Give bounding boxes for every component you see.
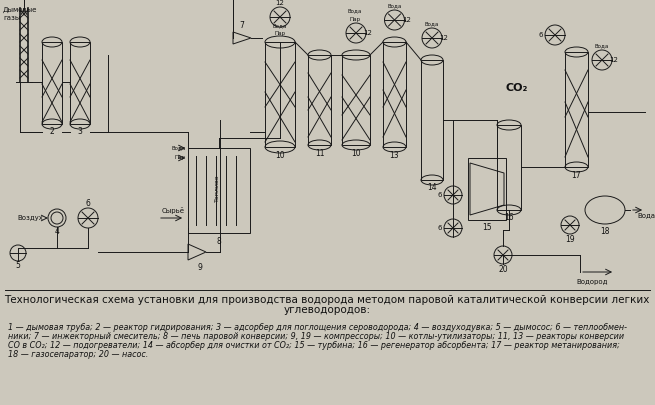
Text: 20: 20 xyxy=(498,264,508,273)
Text: углеводородов:: углеводородов: xyxy=(284,305,371,315)
Text: Вода: Вода xyxy=(273,23,287,28)
Text: Вода: Вода xyxy=(425,21,440,26)
Text: 1: 1 xyxy=(22,0,26,2)
Bar xyxy=(342,55,370,145)
Text: 11: 11 xyxy=(315,149,324,158)
Bar xyxy=(421,60,443,180)
Text: CO в CO₂; 12 — подогреватели; 14 — абсорбер для очистки от CO₂; 15 — турбина; 16: CO в CO₂; 12 — подогреватели; 14 — абсор… xyxy=(8,341,620,350)
Text: 4: 4 xyxy=(54,228,60,237)
Text: Топливо: Топливо xyxy=(214,174,219,202)
Text: CO₂: CO₂ xyxy=(506,83,528,93)
Text: Технологическая схема установки для производства водорода методом паровой катали: Технологическая схема установки для прои… xyxy=(5,295,650,305)
Bar xyxy=(42,42,62,124)
Text: 12: 12 xyxy=(402,17,411,23)
Text: 18: 18 xyxy=(600,228,610,237)
Text: 12: 12 xyxy=(276,0,284,6)
Text: газы: газы xyxy=(3,15,20,21)
Bar xyxy=(308,55,331,145)
Text: Вода: Вода xyxy=(637,212,655,218)
Text: 6: 6 xyxy=(86,200,90,209)
Text: 6: 6 xyxy=(438,225,442,231)
Text: 12: 12 xyxy=(440,35,449,41)
Text: Пар: Пар xyxy=(349,17,360,21)
Text: 19: 19 xyxy=(565,234,575,243)
Text: Воздух: Воздух xyxy=(17,215,43,221)
Text: 14: 14 xyxy=(427,183,437,192)
Text: 10: 10 xyxy=(275,151,285,160)
Text: 5: 5 xyxy=(16,262,20,271)
Text: ники; 7 — инжекторный смеситель; 8 — печь паровой конверсии; 9, 19 — компрессоры: ники; 7 — инжекторный смеситель; 8 — печ… xyxy=(8,332,624,341)
Text: 6: 6 xyxy=(438,192,442,198)
Text: Вода: Вода xyxy=(348,9,362,13)
Text: Вода: Вода xyxy=(595,43,609,49)
Text: 1 — дымовая труба; 2 — реактор гидрирования; 3 — адсорбер для поглощения серовод: 1 — дымовая труба; 2 — реактор гидрирова… xyxy=(8,323,627,332)
Bar xyxy=(188,148,250,233)
Text: 16: 16 xyxy=(504,213,514,222)
Bar xyxy=(265,42,295,147)
Text: 3: 3 xyxy=(77,128,83,136)
Text: 17: 17 xyxy=(572,171,582,179)
Text: 10: 10 xyxy=(351,149,361,158)
Text: Вода: Вода xyxy=(172,145,186,151)
Text: 2: 2 xyxy=(50,128,54,136)
Bar xyxy=(565,52,588,167)
Text: Пар: Пар xyxy=(274,32,286,36)
Text: 9: 9 xyxy=(198,262,202,271)
Bar xyxy=(497,125,521,210)
Text: 8: 8 xyxy=(217,237,221,245)
Text: Водород: Водород xyxy=(576,279,608,285)
Bar xyxy=(468,158,506,220)
Text: Сырьё: Сырьё xyxy=(162,208,185,214)
Text: 18 — газосепаратор; 20 — насос.: 18 — газосепаратор; 20 — насос. xyxy=(8,350,148,359)
Text: Дымовые: Дымовые xyxy=(3,7,37,13)
Bar xyxy=(70,42,90,124)
Text: 12: 12 xyxy=(610,57,618,63)
Text: Пар: Пар xyxy=(175,156,186,160)
Text: 7: 7 xyxy=(240,21,244,30)
Text: 12: 12 xyxy=(364,30,373,36)
Text: 13: 13 xyxy=(390,151,400,160)
Text: 6: 6 xyxy=(539,32,543,38)
Text: Вода: Вода xyxy=(387,4,402,9)
Bar xyxy=(383,42,406,147)
Text: 15: 15 xyxy=(482,224,492,232)
